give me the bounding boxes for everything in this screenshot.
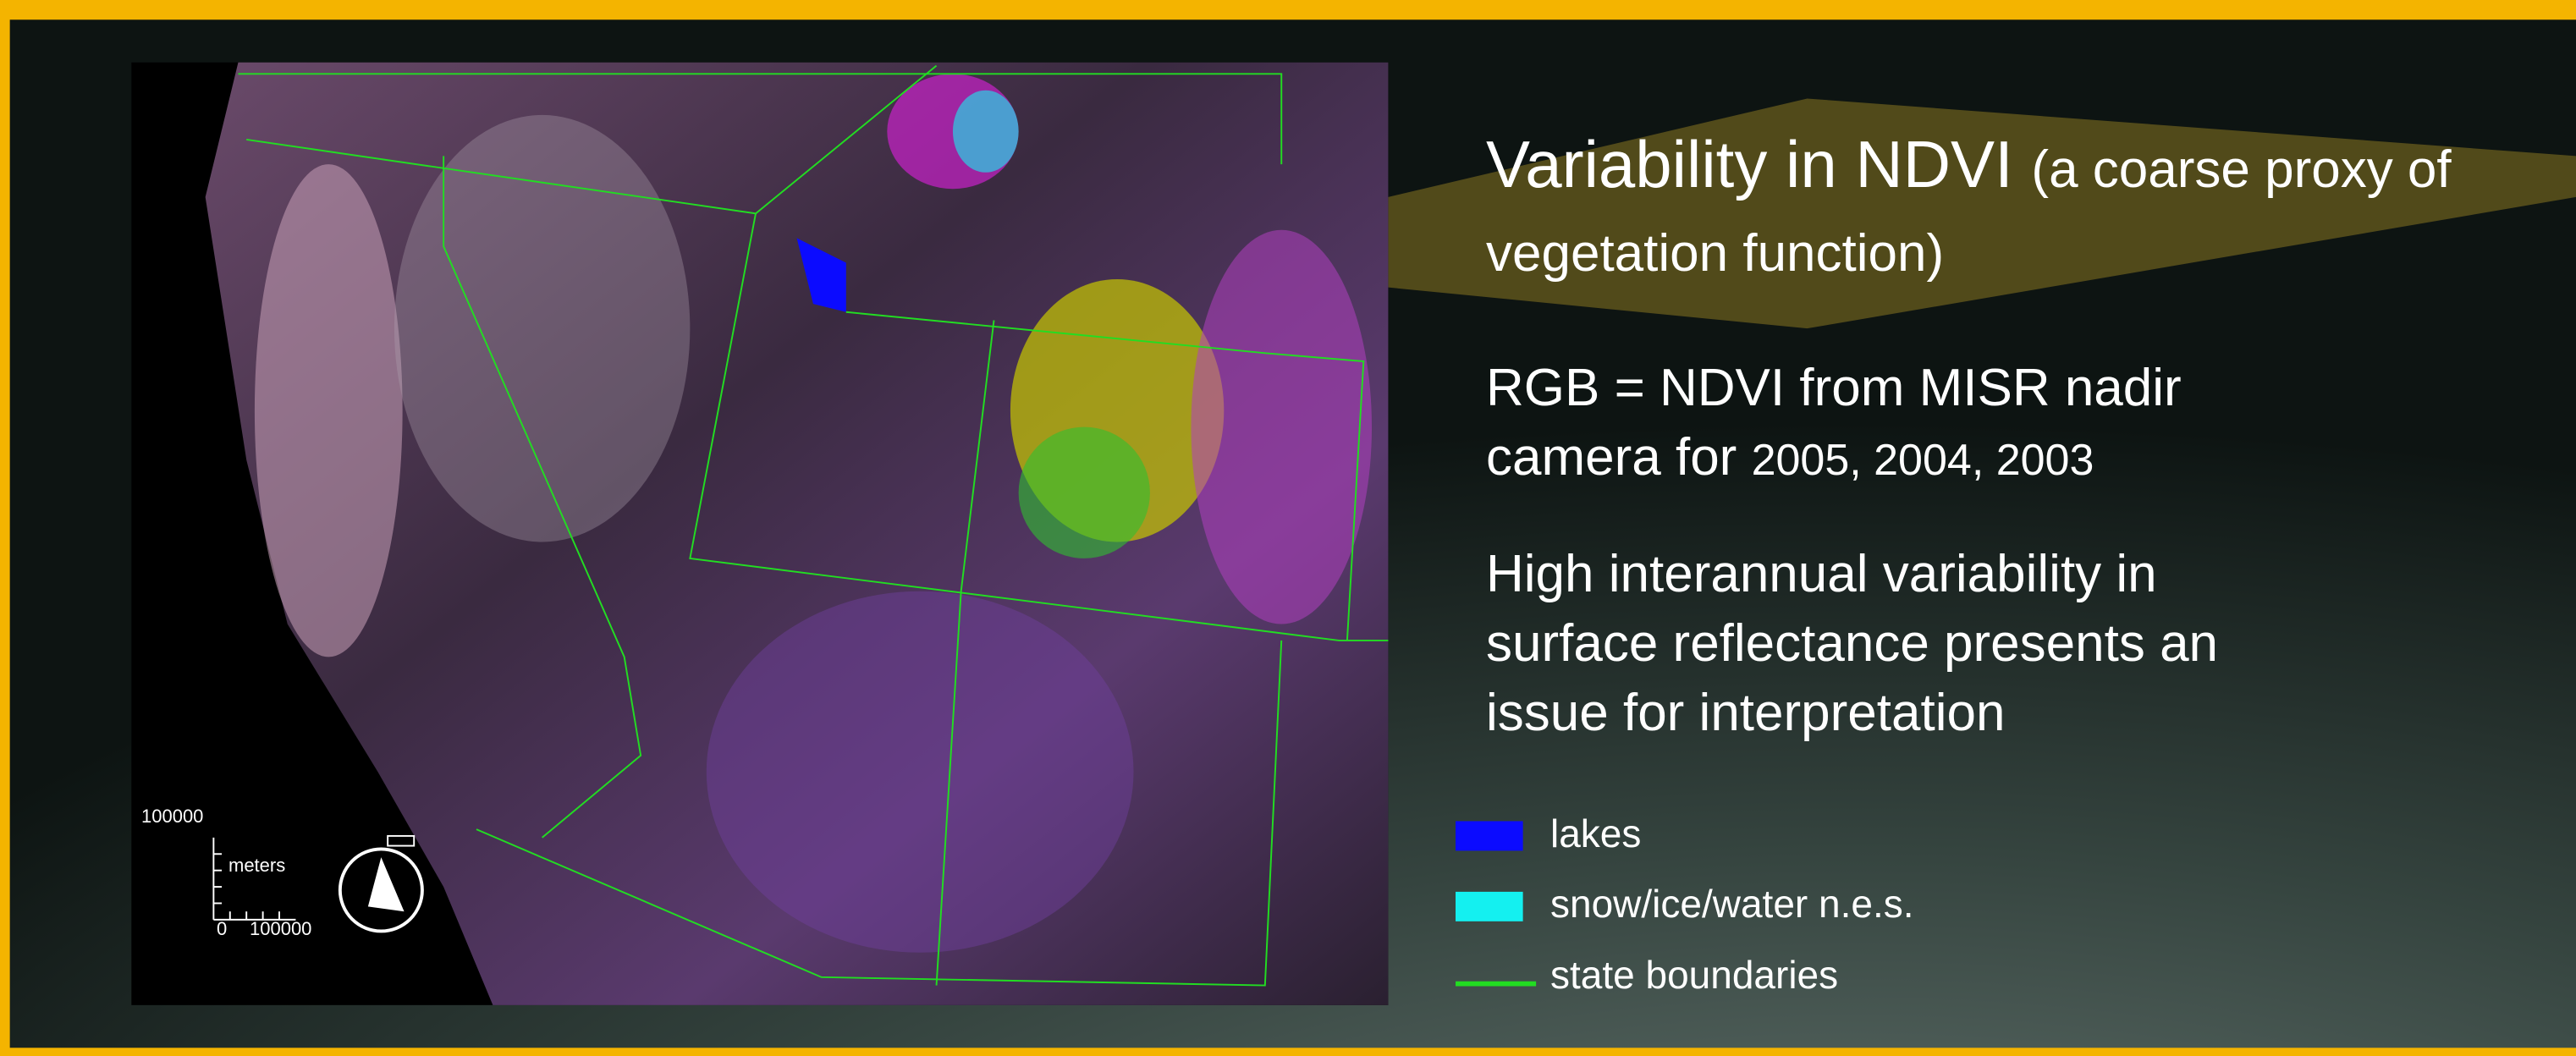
years: 2005, 2004, 2003 bbox=[1752, 436, 2094, 485]
legend-label: snow/ice/water n.e.s. bbox=[1550, 881, 1914, 927]
paragraph: High interannual variability in surface … bbox=[1486, 540, 2332, 748]
region bbox=[953, 91, 1019, 173]
paragraph-text: High interannual variability in surface … bbox=[1486, 545, 2218, 742]
scale-label: 100000 bbox=[141, 806, 203, 828]
region bbox=[1019, 427, 1150, 558]
paragraph: RGB = NDVI from MISR nadir camera for 20… bbox=[1486, 354, 2332, 495]
scale-label: 0 bbox=[217, 918, 227, 940]
border-bottom bbox=[0, 1048, 2576, 1056]
title: Variability in NDVI (a coarse proxy of v… bbox=[1486, 125, 2518, 293]
legend-label: state boundaries bbox=[1550, 952, 1838, 998]
legend-label: lakes bbox=[1550, 811, 1641, 856]
scale-unit: meters bbox=[228, 855, 285, 877]
region bbox=[1191, 230, 1372, 624]
region bbox=[394, 115, 690, 542]
title-main: Variability in NDVI bbox=[1486, 127, 2013, 201]
scale-label: 100000 bbox=[250, 918, 311, 940]
region bbox=[707, 591, 1134, 953]
coast-range bbox=[255, 164, 403, 657]
slide: Variability in NDVI (a coarse proxy of v… bbox=[0, 0, 2576, 1056]
border-top bbox=[0, 0, 2576, 19]
legend-swatch bbox=[1456, 892, 1523, 921]
map bbox=[131, 63, 1388, 1005]
legend-swatch bbox=[1456, 821, 1523, 850]
border-left bbox=[0, 0, 10, 1056]
